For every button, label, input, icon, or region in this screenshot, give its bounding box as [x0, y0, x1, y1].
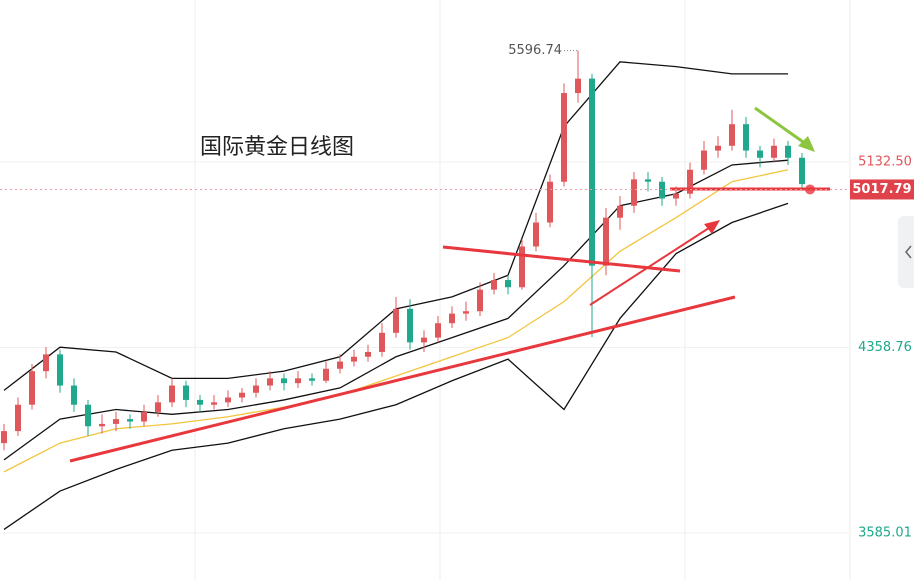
tab-icon[interactable] — [905, 245, 912, 259]
candle-body — [519, 246, 525, 288]
candle-body — [113, 419, 119, 424]
candle-body — [659, 181, 665, 199]
candle-body — [575, 78, 581, 94]
chart-title: 国际黄金日线图 — [200, 135, 354, 160]
y-tick-label: 4358.76 — [858, 340, 912, 355]
plot — [0, 50, 850, 534]
candle-body — [617, 205, 623, 218]
candle-body — [15, 404, 21, 432]
candle-body — [323, 368, 329, 381]
candle-body — [29, 371, 35, 405]
band-line — [3, 202, 789, 530]
y-tick-label: 3585.01 — [858, 526, 912, 541]
candle-body — [603, 217, 609, 266]
y-tick-label: 5132.50 — [858, 154, 912, 169]
price-dot — [805, 184, 815, 195]
band-line — [3, 61, 788, 391]
candle-body — [99, 423, 105, 427]
candle-body — [435, 323, 441, 338]
candle-body — [463, 311, 469, 314]
candle-body — [799, 157, 805, 185]
candle-body — [547, 181, 553, 223]
candle-body — [211, 402, 217, 405]
candle-body — [645, 179, 651, 182]
candle-body — [505, 280, 511, 288]
band-line — [3, 169, 789, 473]
candle-body — [477, 289, 483, 312]
candle-body — [197, 399, 203, 405]
side-tab[interactable] — [898, 216, 914, 288]
candle-body — [295, 378, 301, 384]
candle-body — [715, 145, 721, 151]
candle-body — [267, 378, 273, 386]
arrow-head — [798, 136, 815, 152]
candle-body — [351, 356, 357, 362]
arrow-line — [754, 106, 807, 146]
candle-body — [169, 385, 175, 403]
candle-body — [673, 193, 679, 199]
arrow-line — [589, 225, 713, 306]
candle-body — [365, 351, 371, 357]
candle-body — [393, 308, 399, 333]
candle-body — [785, 145, 791, 158]
trend-line — [69, 295, 736, 463]
band-line — [3, 159, 789, 461]
candle-body — [43, 354, 49, 372]
candle-body — [239, 392, 245, 398]
candle-body — [141, 411, 147, 422]
candle-body — [379, 332, 385, 352]
candle-body — [85, 404, 91, 427]
candle-body — [771, 145, 777, 158]
candle-body — [533, 222, 539, 247]
candle-body — [589, 78, 595, 266]
candle-body — [337, 361, 343, 369]
trend-line — [442, 245, 681, 273]
candle-body — [631, 179, 637, 206]
candle-body — [127, 419, 133, 422]
candle-body — [491, 280, 497, 290]
candle-body — [407, 308, 413, 343]
candle-body — [155, 402, 161, 412]
candle-body — [57, 354, 63, 386]
candle-body — [1, 431, 7, 444]
price-tag-label: 5017.79 — [852, 182, 911, 197]
candle-body — [757, 150, 763, 158]
candle-body — [253, 385, 259, 393]
candle-body — [281, 378, 287, 384]
candle-body — [687, 169, 693, 194]
candle-body — [225, 397, 231, 403]
candle-body — [309, 378, 315, 381]
candle-body — [449, 313, 455, 324]
price-tag — [850, 179, 914, 200]
candle-body — [561, 93, 567, 182]
high-label: 5596.74 — [508, 43, 562, 58]
candle-body — [743, 124, 749, 151]
arrow-head — [704, 220, 720, 234]
candle-body — [71, 385, 77, 405]
candle-body — [701, 150, 707, 170]
candle-body — [729, 124, 735, 146]
candle-body — [183, 385, 189, 400]
candle-body — [421, 337, 427, 343]
